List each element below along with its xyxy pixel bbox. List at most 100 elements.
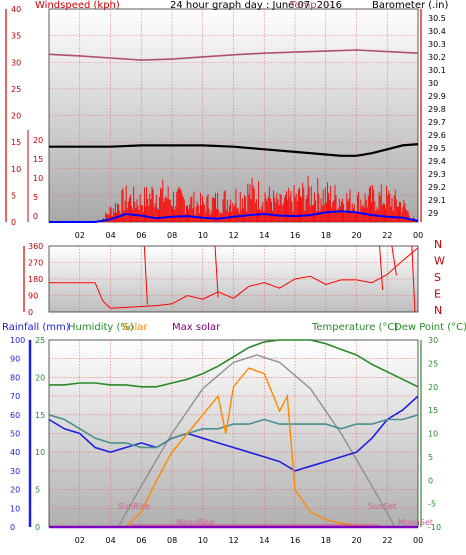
barometer-y-tick: 30.5	[428, 14, 446, 23]
wind-panel-x-tick: 16	[290, 231, 300, 240]
wind-direction-line	[49, 247, 419, 309]
barometer-line	[49, 143, 419, 157]
direction-y-tick: 180	[28, 275, 43, 284]
wind-panel-x-tick: 20	[352, 231, 362, 240]
rainfall-y-tick: 20	[35, 373, 45, 382]
barometer-y-tick: 29.5	[428, 144, 446, 153]
weather-panel-x-tick: 00	[413, 536, 423, 545]
gust-y-tick: 20	[33, 136, 43, 145]
windspeed-y-tick: 30	[11, 58, 21, 67]
temperature-y-tick: -5	[428, 500, 436, 509]
moonrise-label: MoonRise	[176, 518, 215, 527]
barometer-y-tick: 30.4	[428, 27, 446, 36]
windspeed-y-tick: 0	[11, 218, 16, 227]
windspeed-y-tick: 10	[11, 165, 21, 174]
rainfall-axis-label: Rainfall (mm)	[2, 322, 70, 333]
weather-panel-x-tick: 14	[259, 536, 269, 545]
temperature-axis-label: Temperature (°C)	[311, 322, 398, 333]
barometer-y-tick: 29.4	[428, 157, 446, 166]
weather-panel-x-tick: 12	[229, 536, 239, 545]
barometer-y-tick: 29	[428, 209, 438, 218]
outdoor-temperature-line	[48, 395, 419, 472]
temperature-y-tick: 15	[428, 406, 438, 415]
rainfall-y-tick: 10	[35, 448, 45, 457]
wind-panel-x-tick: 04	[106, 231, 116, 240]
wind-panel-x-tick: 06	[136, 231, 146, 240]
direction-y-tick: 360	[28, 242, 43, 251]
humidity-y-tick: 90	[10, 355, 20, 364]
gust-y-tick: 0	[33, 212, 38, 221]
windspeed-y-tick: 5	[11, 191, 16, 200]
barometer-y-tick: 29.8	[428, 105, 446, 114]
humidity-y-tick: 100	[10, 336, 25, 345]
compass-label: N	[434, 304, 442, 317]
temperature-y-tick: 20	[428, 383, 438, 392]
barometer-y-tick: 29.6	[428, 131, 446, 140]
temperature-y-tick: 30	[428, 336, 438, 345]
wind-direction-wrap	[411, 245, 416, 313]
wind-direction-wrap	[143, 245, 148, 305]
rainfall-y-tick: 15	[35, 411, 45, 420]
temperature-y-tick: 5	[428, 453, 433, 462]
direction-y-tick: 270	[28, 259, 43, 268]
temperature-y-tick: 25	[428, 359, 438, 368]
wind-panel-x-tick: 02	[75, 231, 85, 240]
compass-label: E	[434, 288, 441, 301]
wind-panel-x-tick: 00	[413, 231, 423, 240]
wind-average-line	[49, 210, 419, 223]
weather-panel-x-tick: 22	[382, 536, 392, 545]
humidity-y-tick: 10	[10, 504, 20, 513]
barometer-y-tick: 29.3	[428, 170, 446, 179]
wind-direction-wrap	[391, 245, 397, 276]
barometer-axis-label: Barometer (.in)	[372, 0, 448, 11]
direction-y-tick: 90	[28, 292, 38, 301]
barometer-y-tick: 29.9	[428, 92, 446, 101]
direction-y-tick: 0	[28, 308, 33, 317]
sunrise-label: SunRise	[118, 502, 150, 511]
humidity-y-tick: 20	[10, 486, 20, 495]
windspeed-y-tick: 25	[11, 85, 21, 94]
humidity-line	[49, 339, 419, 388]
barometer-y-tick: 30.3	[428, 40, 446, 49]
wind-panel-x-tick: 22	[382, 231, 392, 240]
sunset-label: SunSet	[368, 502, 396, 511]
max-solar-axis-label: Max solar	[172, 322, 221, 333]
barometer-y-tick: 30.1	[428, 66, 446, 75]
weather-panel-x-tick: 10	[198, 536, 208, 545]
rainfall-y-tick: 25	[35, 336, 45, 345]
wind-direction-wrap	[379, 245, 384, 291]
compass-label: S	[434, 271, 441, 284]
compass-label: W	[434, 255, 445, 268]
humidity-y-tick: 70	[10, 392, 20, 401]
humidity-y-tick: 40	[10, 448, 20, 457]
humidity-y-tick: 30	[10, 467, 20, 476]
wind-direction-wrap	[214, 245, 219, 298]
weather-panel-x-tick: 06	[136, 536, 146, 545]
windspeed-y-tick: 35	[11, 32, 21, 41]
gust-y-tick: 5	[33, 193, 38, 202]
weather-panel-x-tick: 16	[290, 536, 300, 545]
temperature-y-tick: 10	[428, 430, 438, 439]
max-solar-line	[117, 354, 396, 528]
wind-panel-x-tick: 08	[167, 231, 177, 240]
barometer-y-tick: 29.7	[428, 118, 446, 127]
dewpoint-axis-label: Dew Point (°C)	[394, 322, 466, 333]
temperature-y-tick: 0	[428, 476, 433, 485]
wind-panel-x-tick: 10	[198, 231, 208, 240]
weather-panel-x-tick: 04	[106, 536, 116, 545]
weather-panel-x-tick: 02	[75, 536, 85, 545]
wind-panel-x-tick: 12	[229, 231, 239, 240]
wind-axis-label: Windspeed (kph)	[35, 0, 120, 11]
windspeed-y-tick: 40	[11, 5, 21, 14]
weather-panel-x-tick: 08	[167, 536, 177, 545]
barometer-y-tick: 30	[428, 79, 438, 88]
wind-panel-x-tick: 14	[259, 231, 269, 240]
rainfall-y-tick: 5	[35, 486, 40, 495]
wind-panel-x-tick: 18	[321, 231, 331, 240]
title-overlap-fragment: Temp. ---	[289, 0, 334, 11]
weather-panel-x-tick: 20	[352, 536, 362, 545]
humidity-y-tick: 60	[10, 411, 20, 420]
dew-point-line	[48, 414, 419, 449]
